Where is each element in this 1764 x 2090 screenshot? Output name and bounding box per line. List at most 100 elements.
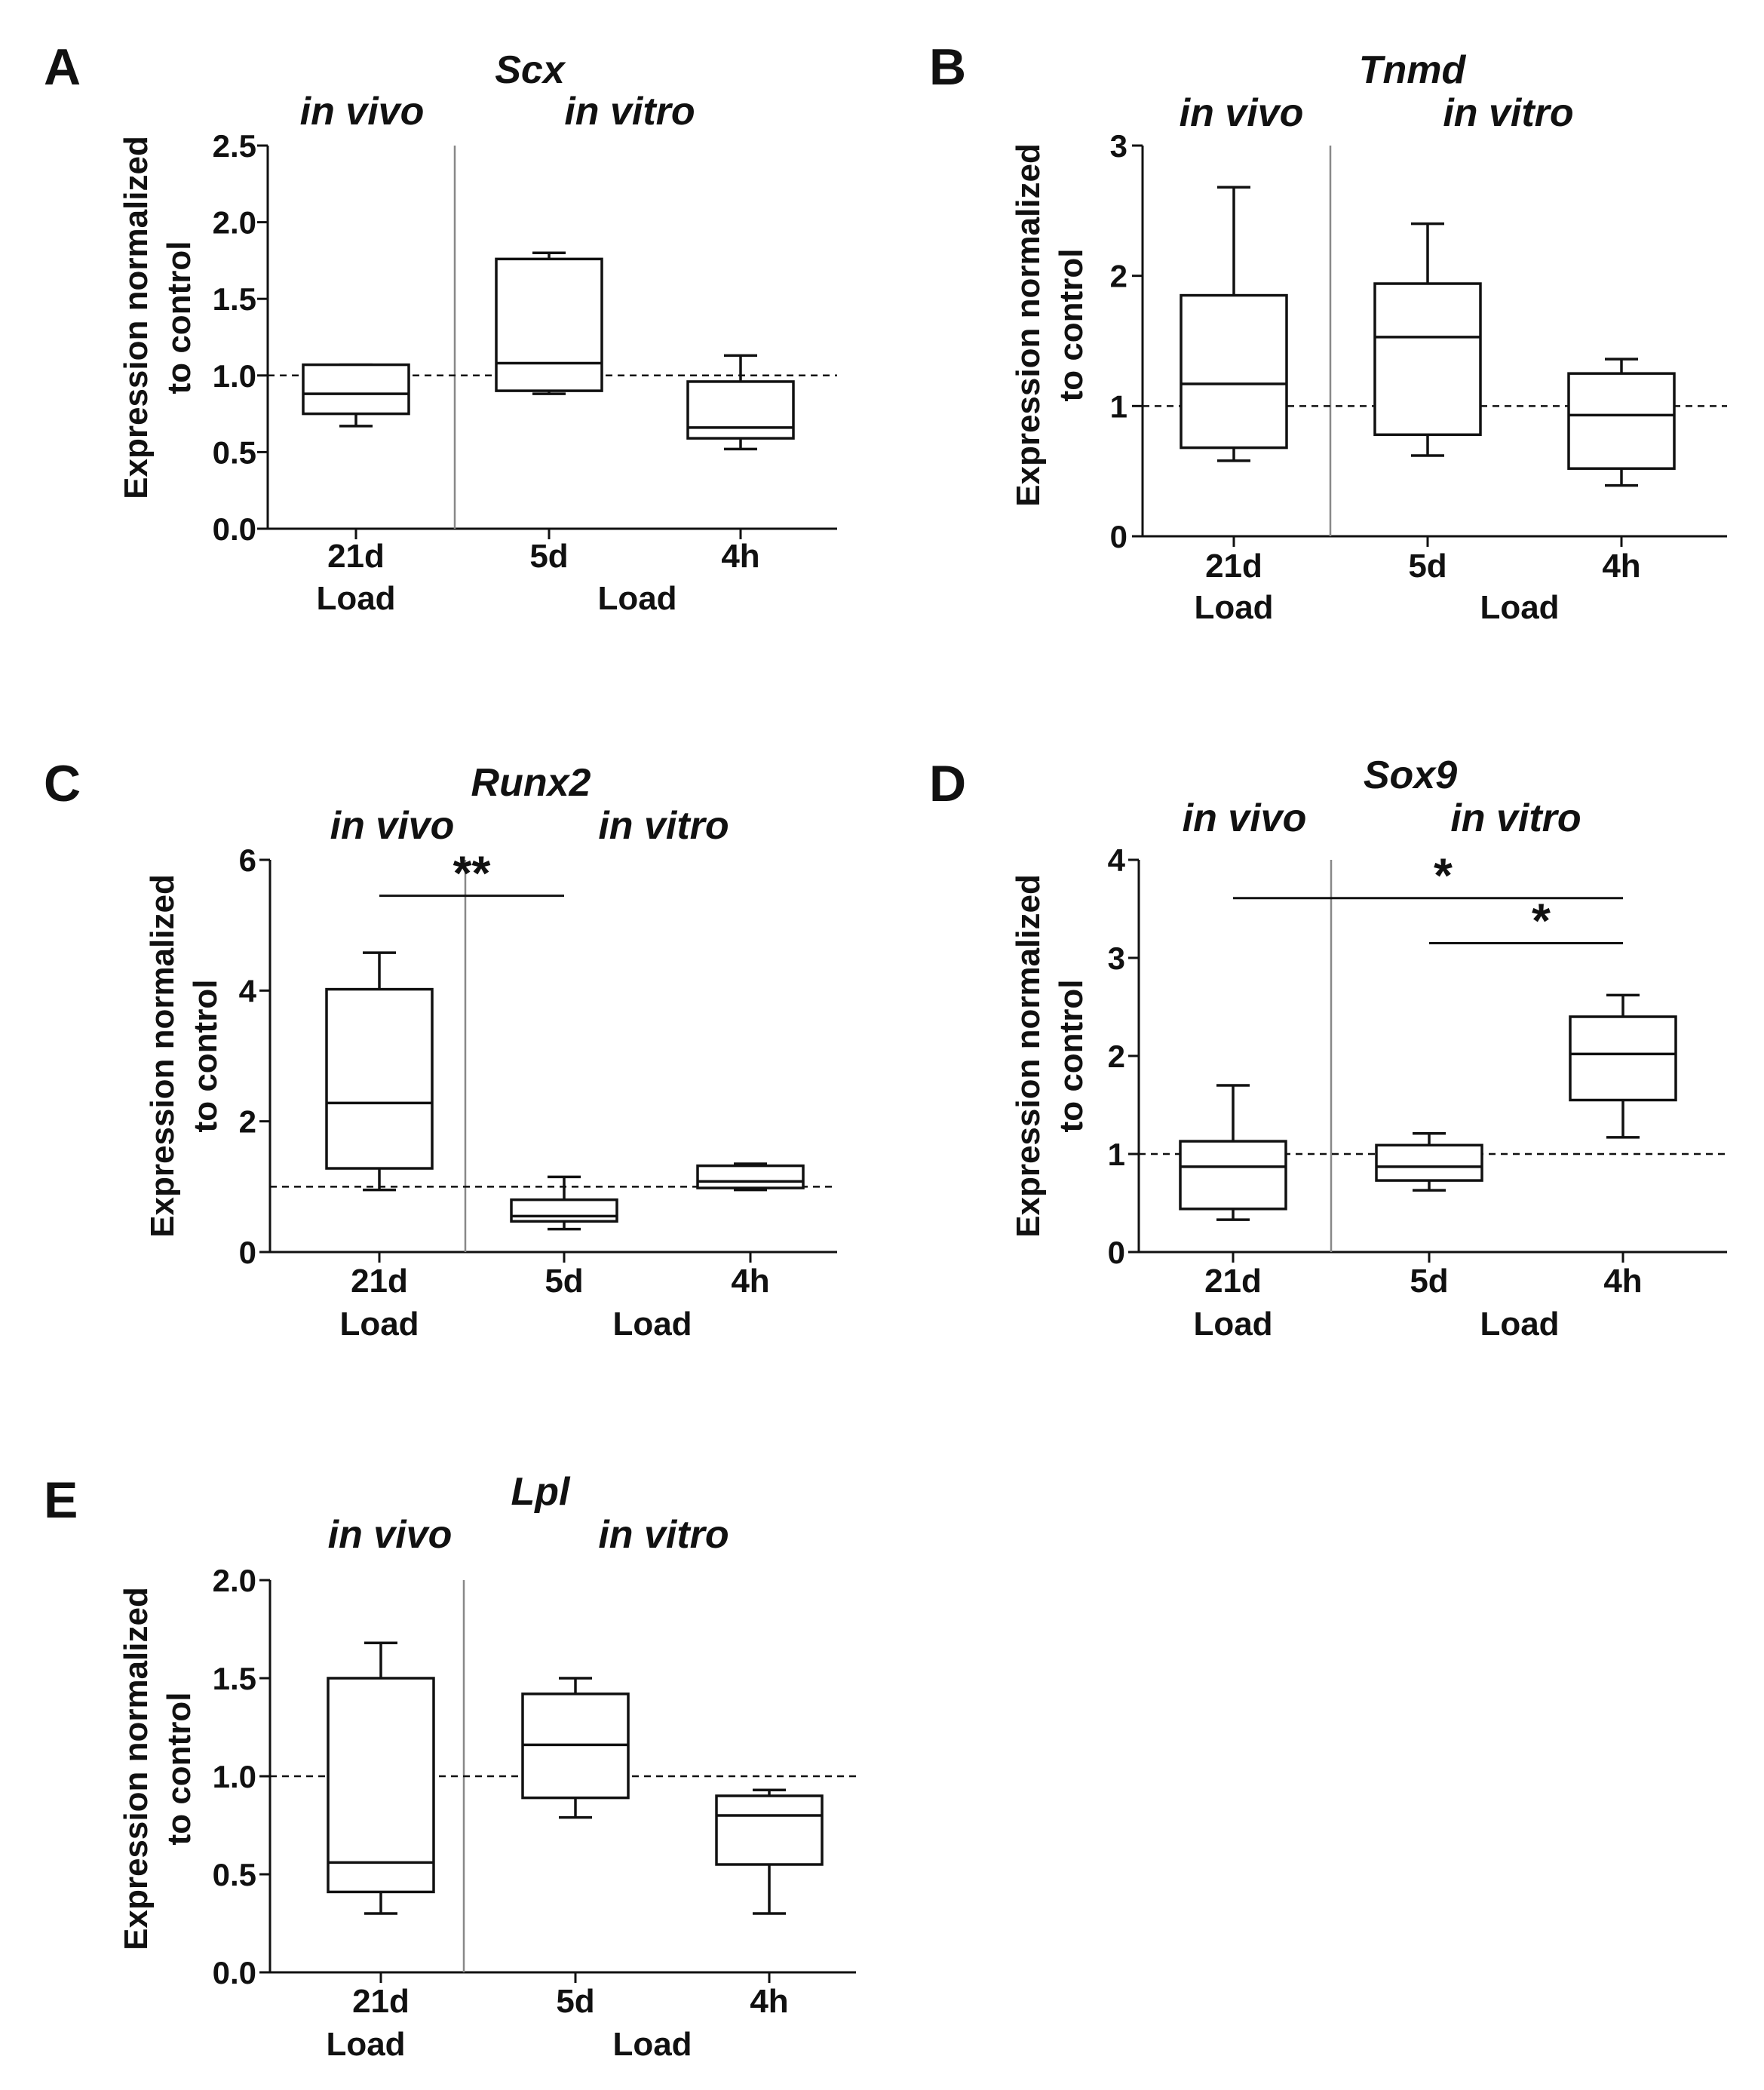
box-plot	[302, 363, 410, 428]
y-tick-label: 0	[1108, 1235, 1125, 1270]
box-plot	[327, 1641, 435, 1915]
significance-marker: **	[453, 846, 491, 901]
x-category-label: 21d	[351, 1263, 408, 1300]
box-plot	[686, 354, 795, 451]
box-plot	[325, 951, 434, 1192]
box-iqr	[325, 987, 434, 1170]
x-group-label: Load	[339, 1306, 419, 1343]
box-iqr	[1375, 1143, 1483, 1182]
x-group-label: Load	[316, 580, 395, 617]
x-group-label: Load	[1194, 589, 1273, 626]
box-plot	[1179, 1084, 1287, 1221]
box-plot	[1375, 1131, 1483, 1192]
box-iqr	[1567, 372, 1676, 470]
y-tick-label: 2.0	[213, 1563, 256, 1598]
x-group-label: Load	[612, 1306, 692, 1343]
box-plot	[1567, 358, 1676, 487]
y-tick-label: 0.0	[213, 511, 256, 547]
y-axis-label: Expression normalized	[118, 136, 155, 499]
gene-title: Sox9	[1364, 753, 1457, 797]
x-category-label: 4h	[1603, 1263, 1642, 1300]
box-iqr	[495, 257, 603, 392]
in-vitro-label: in vitro	[598, 1513, 729, 1557]
y-axis-label: Expression normalized	[118, 1587, 155, 1950]
y-axis-label: to control	[187, 980, 224, 1133]
significance-marker: *	[1532, 894, 1551, 948]
x-group-label: Load	[1480, 589, 1559, 626]
y-tick-label: 0.0	[213, 1955, 256, 1990]
y-tick-label: 1	[1108, 1137, 1125, 1172]
gene-title: Scx	[495, 48, 566, 92]
box-plot	[495, 251, 603, 395]
box-plot	[1180, 186, 1288, 462]
y-tick-label: 2	[1108, 1039, 1125, 1074]
in-vivo-label: in vivo	[1183, 796, 1307, 840]
y-tick-label: 2.0	[213, 205, 256, 241]
box-plot	[715, 1788, 824, 1915]
x-category-label: 5d	[1410, 1263, 1448, 1300]
panel-c: C Runx2 in vivo in vitro Expression normaliz…	[44, 755, 837, 1343]
box-iqr	[1180, 293, 1288, 450]
box-plot	[1373, 222, 1482, 457]
panel-a: A Scx in vivo in vitro Expression normalized…	[44, 38, 837, 617]
x-category-label: 4h	[731, 1263, 769, 1300]
in-vivo-label: in vivo	[328, 1513, 453, 1557]
panel-letter: E	[44, 1472, 78, 1529]
in-vivo-label: in vivo	[1180, 91, 1304, 135]
box-iqr	[1569, 1015, 1677, 1102]
box-iqr	[686, 380, 795, 440]
box-iqr	[715, 1794, 824, 1866]
x-category-label: 21d	[327, 538, 385, 575]
x-group-label: Load	[597, 580, 676, 617]
panel-letter: A	[44, 38, 81, 96]
panel-letter: D	[929, 755, 966, 812]
y-tick-label: 4	[1108, 842, 1126, 878]
y-tick-label: 1.0	[213, 1759, 256, 1794]
y-tick-label: 1	[1110, 388, 1127, 424]
x-group-label: Load	[612, 2026, 692, 2063]
x-category-label: 21d	[1205, 548, 1262, 585]
x-category-label: 5d	[556, 1983, 594, 2020]
in-vitro-label: in vitro	[564, 90, 695, 134]
box-iqr	[510, 1198, 618, 1223]
y-tick-label: 4	[239, 973, 257, 1008]
in-vitro-label: in vitro	[1443, 91, 1573, 135]
box-plot	[510, 1175, 618, 1231]
y-axis-label: Expression normalized	[1010, 874, 1047, 1238]
gene-title: Lpl	[511, 1470, 572, 1514]
x-category-label: 4h	[721, 538, 759, 575]
x-group-label: Load	[326, 2026, 405, 2063]
y-tick-label: 0	[239, 1235, 256, 1270]
x-category-label: 5d	[1408, 548, 1446, 585]
box-plot	[696, 1162, 805, 1192]
in-vitro-label: in vitro	[598, 804, 729, 848]
in-vivo-label: in vivo	[330, 804, 455, 848]
y-tick-label: 1.5	[213, 1661, 256, 1696]
y-tick-label: 2	[1110, 259, 1127, 294]
panel-letter: B	[929, 38, 966, 96]
y-axis-label: to control	[161, 1693, 198, 1846]
x-group-label: Load	[1480, 1306, 1559, 1343]
in-vitro-label: in vitro	[1450, 796, 1581, 840]
x-category-label: 5d	[529, 538, 568, 575]
y-tick-label: 1.0	[213, 358, 256, 394]
panel-b: B Tnmd in vivo in vitro Expression normalize…	[929, 38, 1727, 626]
y-tick-label: 6	[239, 842, 256, 878]
y-tick-label: 0.5	[213, 434, 256, 470]
box-iqr	[302, 363, 410, 416]
x-category-label: 21d	[352, 1983, 410, 2020]
panel-letter: C	[44, 755, 81, 812]
box-iqr	[327, 1677, 435, 1894]
y-tick-label: 3	[1108, 941, 1125, 976]
y-axis-label: Expression normalized	[144, 874, 181, 1238]
y-tick-label: 3	[1110, 128, 1127, 164]
x-category-label: 4h	[750, 1983, 788, 2020]
panel-d: D Sox9 in vivo in vitro Expression normalize…	[929, 753, 1727, 1343]
panel-e: E Lpl in vivo in vitro Expression normalized…	[44, 1470, 856, 2063]
in-vivo-label: in vivo	[300, 90, 425, 134]
x-group-label: Load	[1193, 1306, 1272, 1343]
box-plot	[521, 1677, 630, 1819]
x-category-label: 5d	[545, 1263, 583, 1300]
y-tick-label: 0	[1110, 519, 1127, 554]
x-category-label: 21d	[1204, 1263, 1262, 1300]
